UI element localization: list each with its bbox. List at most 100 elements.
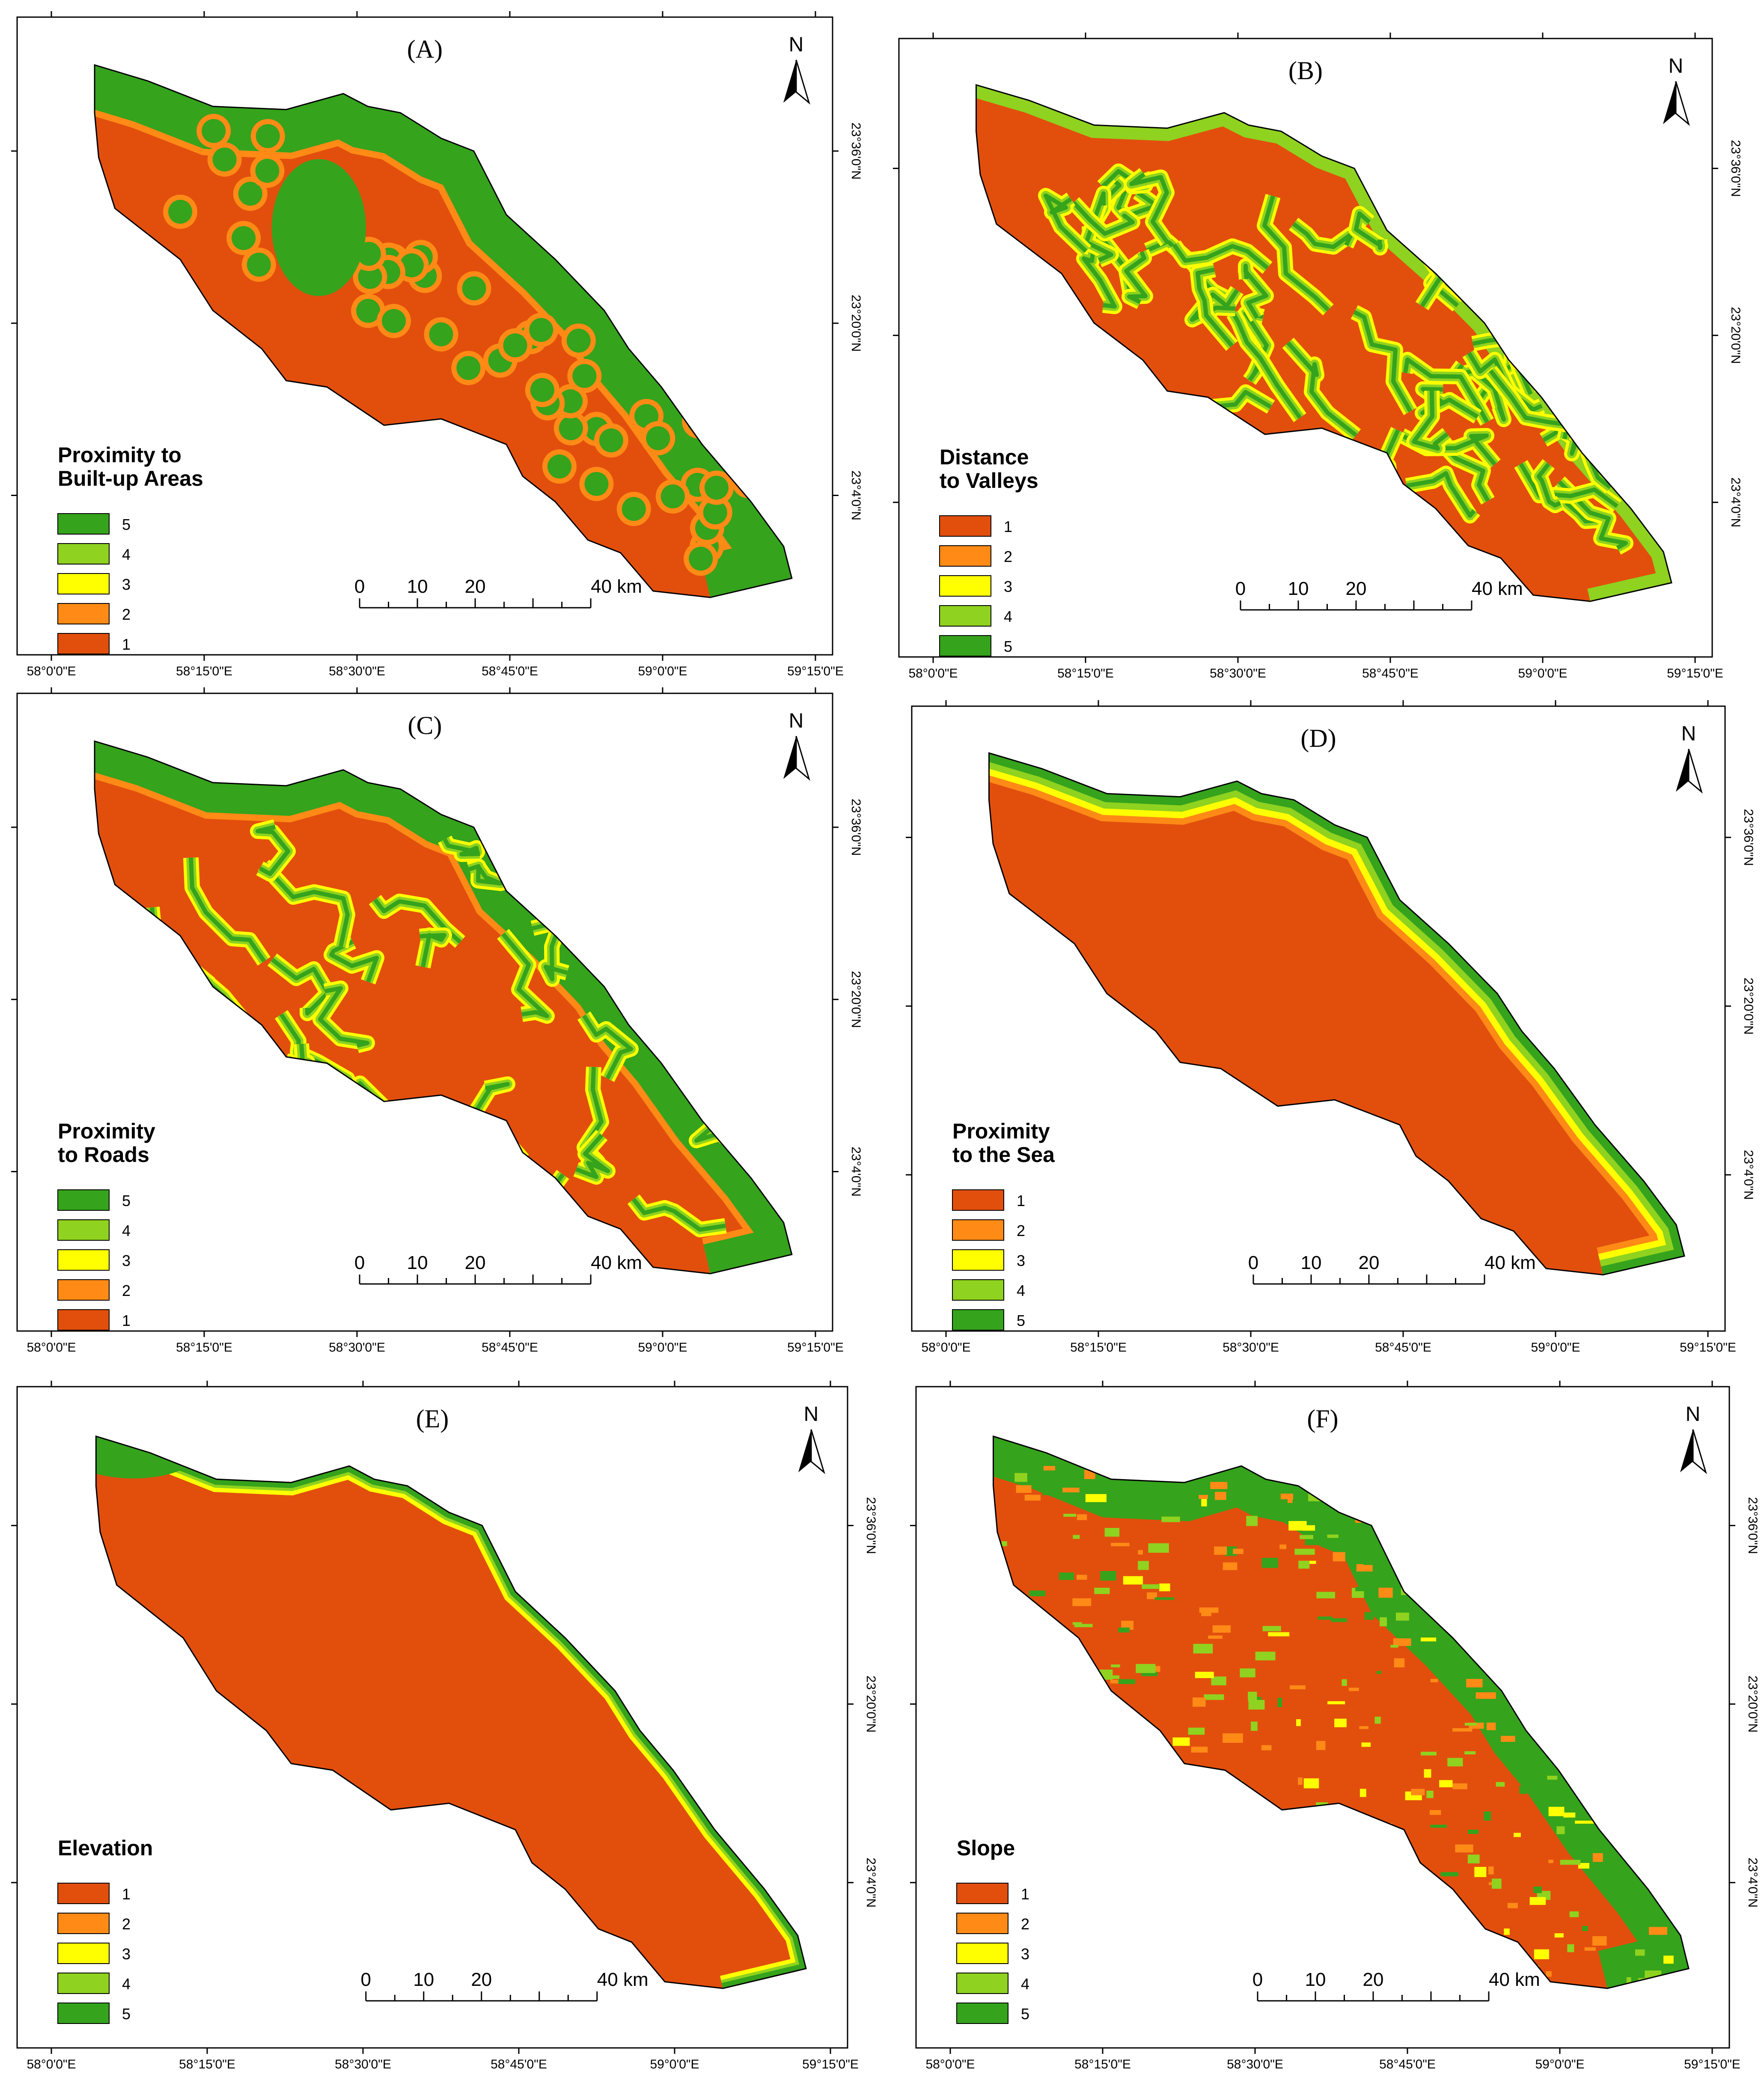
slope-cell bbox=[1466, 1679, 1483, 1688]
lon-tick-label: 58°0'0"E bbox=[27, 1340, 76, 1355]
legend-swatch bbox=[57, 1279, 110, 1301]
slope-cell bbox=[1359, 1726, 1368, 1729]
legend-class-label: 2 bbox=[122, 606, 131, 623]
class-5-line bbox=[262, 863, 350, 948]
slope-cell bbox=[1393, 1638, 1411, 1646]
slope-cell bbox=[1251, 1721, 1258, 1731]
legend-swatch bbox=[939, 515, 991, 537]
slope-cell bbox=[1016, 1485, 1032, 1493]
slope-cell bbox=[1059, 1572, 1074, 1580]
class-1-area bbox=[96, 1436, 806, 1988]
slope-cell bbox=[1063, 1514, 1077, 1517]
class-5-line bbox=[1129, 172, 1169, 243]
slope-cell bbox=[1204, 1694, 1224, 1700]
class-5-line bbox=[318, 986, 369, 1048]
slope-cell bbox=[1439, 1780, 1453, 1788]
lon-tick-label: 58°45'0"E bbox=[1362, 666, 1419, 680]
lon-tick-label: 59°15'0"E bbox=[1680, 1340, 1736, 1355]
class-5-line bbox=[1044, 193, 1088, 253]
class-5-line bbox=[329, 939, 379, 983]
slope-cell bbox=[1548, 1860, 1553, 1863]
class-5-line bbox=[1072, 201, 1135, 236]
scale-label: 0 bbox=[1235, 578, 1246, 599]
legend-swatch bbox=[952, 1279, 1004, 1301]
class-5-line bbox=[443, 838, 480, 856]
slope-cell bbox=[1546, 1971, 1552, 1977]
north-arrow-icon bbox=[795, 59, 810, 105]
slope-cell bbox=[1215, 1492, 1226, 1500]
north-arrow-icon bbox=[798, 1429, 811, 1472]
slope-cell bbox=[1359, 1789, 1366, 1797]
legend-class-label: 4 bbox=[1021, 1975, 1029, 1993]
slope-cell bbox=[1210, 1482, 1228, 1489]
built-up-spot bbox=[559, 416, 583, 440]
slope-cell bbox=[1514, 1833, 1521, 1837]
legend-class-label: 2 bbox=[122, 1915, 131, 1933]
north-arrow-icon bbox=[1692, 1429, 1707, 1474]
slope-cell bbox=[1201, 1499, 1207, 1507]
slope-cell bbox=[1475, 1692, 1496, 1699]
lat-tick-label: 23°20'0"N bbox=[849, 971, 863, 1028]
slope-cell bbox=[1447, 1758, 1463, 1767]
lat-tick-label: 23°36'0"N bbox=[864, 1497, 878, 1554]
scale-label: 40 km bbox=[1489, 1969, 1540, 1990]
slope-cell bbox=[1430, 1679, 1438, 1682]
slope-cell bbox=[1356, 1564, 1373, 1572]
legend-swatch bbox=[57, 2003, 110, 2024]
slope-cell bbox=[1563, 1813, 1576, 1818]
built-up-spot bbox=[382, 309, 406, 333]
panel-title: (D) bbox=[1300, 724, 1336, 752]
slope-cell bbox=[1277, 1697, 1282, 1707]
class-5-line bbox=[632, 1198, 726, 1232]
north-arrow-icon bbox=[1675, 81, 1690, 126]
lat-tick-label: 23°36'0"N bbox=[1746, 1497, 1760, 1554]
legend-swatch bbox=[939, 575, 991, 597]
north-arrow-icon bbox=[810, 1429, 825, 1474]
slope-cell bbox=[1488, 1866, 1494, 1875]
slope-cell bbox=[1411, 1789, 1425, 1795]
slope-cell bbox=[1104, 1528, 1120, 1537]
slope-cell bbox=[1118, 1627, 1130, 1633]
slope-cell bbox=[1262, 1626, 1281, 1631]
legend-class-label: 1 bbox=[122, 1312, 131, 1329]
legend-swatch bbox=[956, 1913, 1008, 1934]
slope-cell bbox=[1648, 1927, 1668, 1935]
slope-cell bbox=[1380, 1617, 1387, 1627]
slope-cell bbox=[1268, 1632, 1290, 1637]
slope-cell bbox=[1138, 1561, 1149, 1570]
class-5-line bbox=[256, 825, 290, 876]
legend-class-label: 2 bbox=[1017, 1222, 1025, 1239]
slope-cell bbox=[1303, 1778, 1319, 1789]
scale-label: 40 km bbox=[591, 1252, 642, 1273]
slope-cell bbox=[1327, 1701, 1345, 1705]
scale-label: 20 bbox=[465, 1252, 486, 1273]
legend-swatch bbox=[57, 603, 110, 624]
legend-class-label: 1 bbox=[122, 636, 131, 653]
north-arrow-icon bbox=[1680, 1429, 1693, 1472]
slope-cell bbox=[1333, 1552, 1345, 1562]
lon-tick-label: 59°0'0"E bbox=[638, 664, 687, 678]
slope-cell bbox=[1255, 1652, 1276, 1661]
north-label: N bbox=[789, 33, 804, 56]
scale-label: 20 bbox=[471, 1969, 492, 1990]
north-arrow-icon bbox=[1676, 749, 1689, 792]
built-up-spot bbox=[456, 356, 481, 380]
slope-cell bbox=[1455, 1844, 1473, 1853]
class-5-line bbox=[1286, 341, 1358, 437]
north-label: N bbox=[1669, 55, 1684, 77]
lon-tick-label: 58°45'0"E bbox=[1375, 1340, 1431, 1355]
slope-cell bbox=[1626, 1977, 1631, 1986]
legend-class-label: 5 bbox=[1017, 1312, 1025, 1329]
class-5-line bbox=[1353, 310, 1413, 413]
region-outline bbox=[94, 740, 793, 1275]
panel-title: (F) bbox=[1307, 1405, 1338, 1433]
slope-cell bbox=[1287, 1498, 1293, 1503]
legend-class-label: 3 bbox=[1017, 1252, 1025, 1269]
class-5-line bbox=[189, 857, 266, 963]
north-label: N bbox=[1681, 722, 1696, 745]
legend-class-label: 5 bbox=[122, 2005, 131, 2023]
legend-title: Proximity bbox=[952, 1119, 1050, 1143]
slope-cell bbox=[1342, 1679, 1347, 1686]
